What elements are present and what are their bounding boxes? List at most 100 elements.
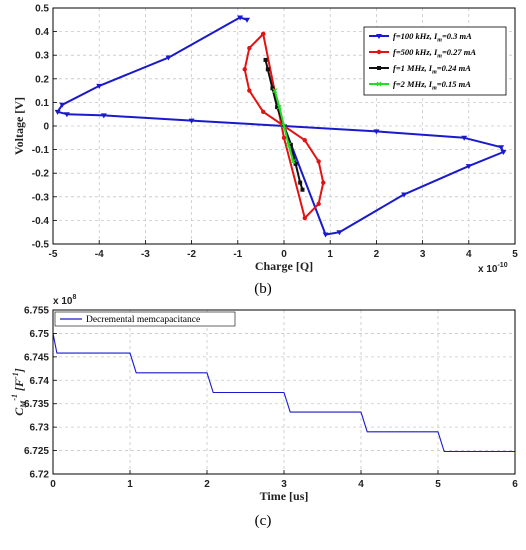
data-point: [302, 137, 307, 143]
panel-label-c: (c): [255, 513, 272, 529]
data-point: [247, 45, 252, 51]
data-point: [270, 86, 275, 91]
data-point: [336, 230, 343, 236]
series-line: [52, 333, 515, 453]
y-tick-label: 6.75: [30, 329, 50, 340]
y-tick-labels: -0.5 -0.4 -0.3 -0.2 -0.1 0 0.1 0.2 0.3 0.4 0.5: [32, 4, 50, 251]
data-point: [293, 161, 298, 166]
x-tick-label: -4: [95, 249, 104, 260]
data-point: [100, 113, 107, 119]
series-lines: [54, 15, 507, 238]
data-point: [376, 81, 382, 87]
y-tick-label: 0.2: [35, 74, 49, 85]
data-point: [63, 112, 70, 118]
data-point: [59, 102, 66, 108]
data-point: [461, 135, 468, 141]
data-point: [376, 49, 382, 55]
data-point: [377, 66, 381, 70]
data-point: [265, 67, 270, 72]
x-tick-labels: -5 -4 -3 -2 -1 0 1 2 3 4 5: [49, 249, 519, 260]
x-tick-label: 6: [512, 479, 518, 490]
data-point: [261, 109, 266, 115]
y-tick-label: 6.72: [30, 470, 50, 481]
x-axis-label: Charge [Q]: [255, 259, 313, 273]
y-tick-label: -0.4: [32, 216, 50, 227]
data-point: [261, 31, 266, 37]
y-tick-labels: 6.72 6.725 6.73 6.735 6.74 6.745 6.75 6.755: [24, 306, 49, 481]
data-point: [263, 57, 268, 62]
x-tick-label: 3: [281, 479, 287, 490]
y-multiplier: x 108: [53, 294, 76, 307]
y-tick-label: 6.735: [24, 399, 49, 410]
x-tick-label: 5: [435, 479, 441, 490]
x-tick-label: 2: [204, 479, 210, 490]
legend: f=100 kHz, Im=0.3 mA f=500 kHz, Im=0.27 m…: [363, 26, 507, 96]
panel-label-b: (b): [254, 281, 272, 297]
y-tick-label: -0.2: [32, 169, 50, 180]
y-tick-label: -0.3: [32, 192, 50, 203]
data-point: [247, 88, 252, 93]
x-tick-label: 5: [512, 249, 518, 260]
data-point: [281, 135, 287, 140]
x-tick-label: -5: [49, 249, 58, 260]
data-point: [276, 104, 282, 110]
y-tick-label: 0.1: [35, 98, 49, 109]
data-point: [373, 129, 380, 135]
series-lines: [52, 333, 515, 453]
plot-frame: [52, 309, 516, 475]
y-tick-label: 0: [43, 122, 49, 133]
y-tick-label: 6.73: [30, 423, 50, 434]
y-axis-label: CM-1 [F-1]: [10, 368, 28, 415]
data-point: [272, 88, 278, 94]
x-tick-label: 4: [466, 249, 472, 260]
voltage-charge-plot: -5 -4 -3 -2 -1 0 1 2 3 4 5 -0.5 -0.4 -0.3 -0.2 -0.1 0 0.…: [12, 4, 518, 298]
data-point: [300, 187, 305, 192]
y-tick-label: -0.1: [32, 145, 50, 156]
data-point: [316, 201, 321, 207]
x-tick-label: 2: [374, 249, 380, 260]
data-point: [242, 67, 247, 72]
x-axis-label: Time [us]: [260, 489, 309, 503]
data-point: [500, 149, 507, 155]
data-point: [298, 180, 303, 185]
y-tick-label: 6.745: [24, 352, 49, 363]
data-point: [281, 123, 287, 129]
x-tick-labels: 0 1 2 3 4 5 6: [50, 479, 518, 490]
y-tick-label: 0.5: [35, 4, 49, 15]
x-tick-label: 1: [127, 479, 133, 490]
plot-frame: [52, 7, 516, 245]
x-tick-label: -2: [187, 249, 196, 260]
legend-label: f=1 MHz, Im=0.24 mA: [393, 63, 471, 76]
y-tick-label: 6.755: [24, 306, 49, 317]
legend-label: Decremental memcapacitance: [86, 315, 200, 325]
data-point: [54, 109, 61, 115]
x-tick-label: 4: [358, 479, 364, 490]
legend-label: f=2 MHz, Im=0.15 mA: [393, 79, 471, 92]
legend-box: [54, 311, 236, 327]
y-tick-label: 6.725: [24, 446, 49, 457]
data-point: [465, 164, 472, 170]
x-tick-label: -3: [141, 249, 150, 260]
data-point: [188, 118, 195, 124]
data-point: [498, 145, 505, 151]
data-point: [322, 232, 329, 238]
x-tick-label: 3: [420, 249, 426, 260]
x-tick-label: 0: [50, 479, 56, 490]
data-point: [321, 180, 326, 185]
data-point: [401, 192, 408, 198]
x-tick-label: 0: [281, 249, 287, 260]
data-point: [376, 34, 382, 39]
legend-label: f=100 kHz, Im=0.3 mA: [393, 31, 472, 44]
y-tick-label: 0.4: [35, 27, 49, 38]
x-multiplier: x 10-10: [478, 262, 508, 275]
data-point: [165, 55, 172, 61]
data-point: [302, 215, 307, 221]
data-point: [290, 158, 296, 164]
y-tick-label: 6.74: [30, 376, 50, 387]
legend: Decremental memcapacitance: [54, 311, 236, 327]
data-point: [237, 15, 244, 21]
data-point: [286, 142, 292, 148]
data-point: [316, 159, 321, 164]
